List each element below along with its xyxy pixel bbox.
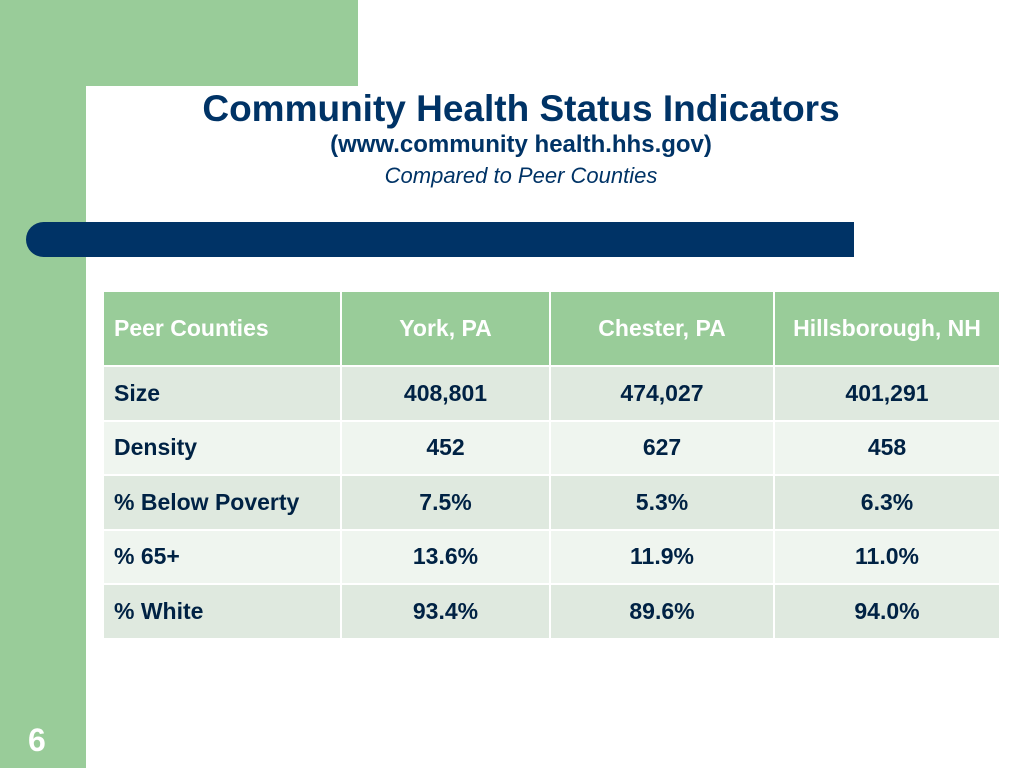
column-header: York, PA	[340, 290, 551, 367]
column-header: Peer Counties	[102, 290, 342, 367]
table-cell: 408,801	[340, 365, 551, 422]
column-header: Chester, PA	[549, 290, 775, 367]
row-label: % White	[102, 583, 342, 640]
table-cell: 474,027	[549, 365, 775, 422]
table-cell: 5.3%	[549, 474, 775, 531]
slide-title: Community Health Status Indicators	[202, 88, 840, 129]
table-cell: 13.6%	[340, 528, 551, 585]
left-green-band	[0, 0, 86, 768]
page-number: 6	[28, 722, 46, 758]
row-label: % 65+	[102, 528, 342, 585]
table-cell: 452	[340, 419, 551, 476]
table-row: Density 452 627 458	[102, 419, 1001, 476]
slide-caption: Compared to Peer Counties	[384, 163, 658, 188]
table-row: % 65+ 13.6% 11.9% 11.0%	[102, 528, 1001, 585]
table-row: % White 93.4% 89.6% 94.0%	[102, 583, 1001, 640]
table-cell: 7.5%	[340, 474, 551, 531]
table-cell: 6.3%	[773, 474, 1001, 531]
table-cell: 94.0%	[773, 583, 1001, 640]
slide-subtitle: (www.community health.hhs.gov)	[330, 131, 712, 158]
table-header-row: Peer Counties York, PA Chester, PA Hills…	[102, 290, 1001, 367]
row-label: Size	[102, 365, 342, 422]
row-label: Density	[102, 419, 342, 476]
navy-divider-bar	[26, 222, 854, 257]
column-header: Hillsborough, NH	[773, 290, 1001, 367]
table-cell: 11.9%	[549, 528, 775, 585]
table-cell: 93.4%	[340, 583, 551, 640]
table-cell: 458	[773, 419, 1001, 476]
row-label: % Below Poverty	[102, 474, 342, 531]
top-green-band	[86, 0, 358, 86]
peer-counties-table: Peer Counties York, PA Chester, PA Hills…	[102, 290, 1001, 640]
table-row: Size 408,801 474,027 401,291	[102, 365, 1001, 422]
table-cell: 401,291	[773, 365, 1001, 422]
table-cell: 11.0%	[773, 528, 1001, 585]
table-cell: 627	[549, 419, 775, 476]
title-block: Community Health Status Indicators (www.…	[86, 86, 956, 191]
table-cell: 89.6%	[549, 583, 775, 640]
table-row: % Below Poverty 7.5% 5.3% 6.3%	[102, 474, 1001, 531]
